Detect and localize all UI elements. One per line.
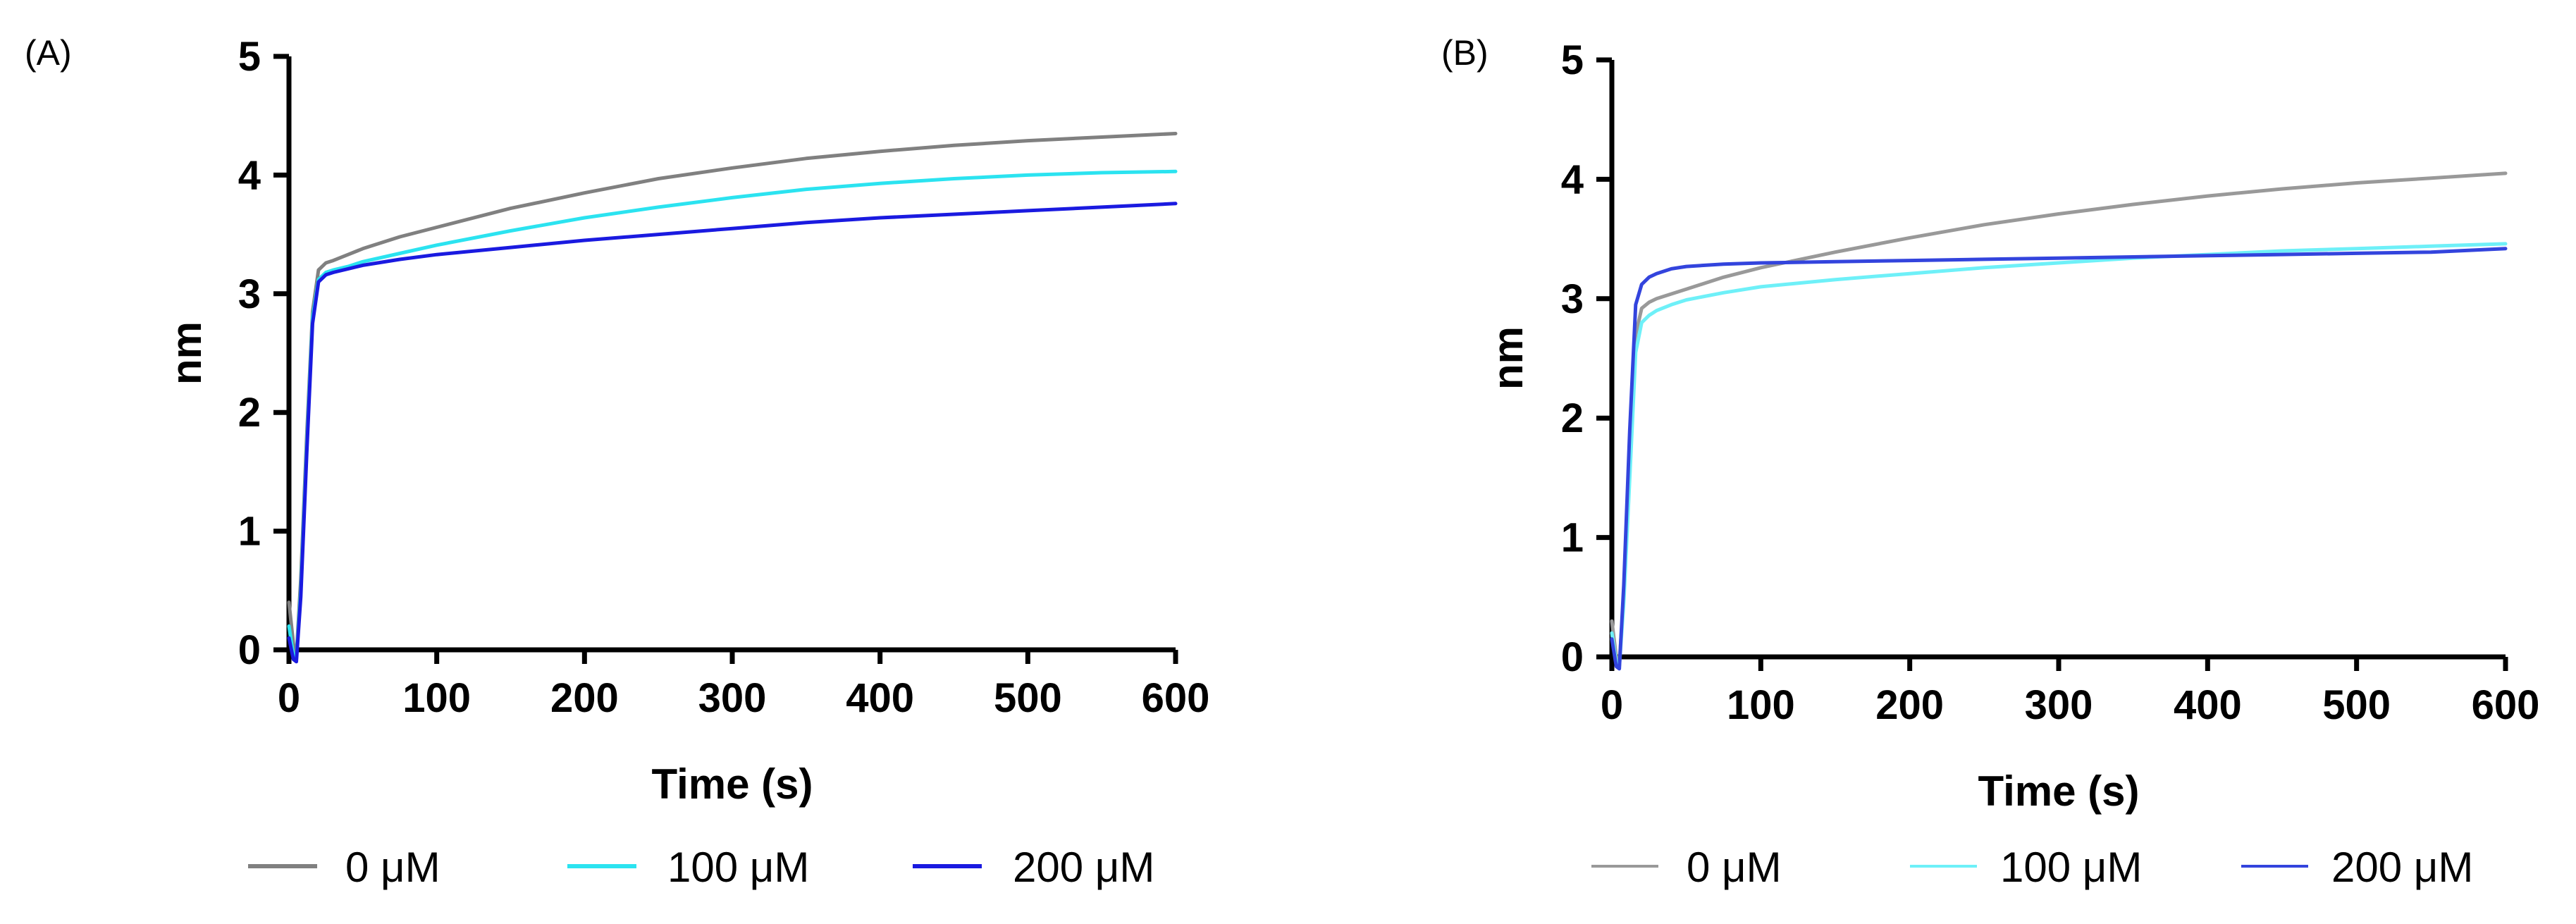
y-tick-label-b: 3: [1561, 276, 1584, 322]
y-tick-label-a: 5: [238, 34, 261, 80]
x-tick-label-b: 0: [1601, 682, 1623, 728]
y-tick-label-b: 0: [1561, 634, 1584, 680]
x-tick-label-a: 200: [550, 675, 619, 721]
y-tick-label-a: 4: [238, 152, 261, 198]
y-tick-label-a: 1: [238, 509, 261, 555]
x-axis-title-b: Time (s): [1978, 768, 2140, 815]
legend-label-0-b: 0 μM: [1687, 844, 1782, 891]
legend-label-1-a: 100 μM: [667, 844, 809, 891]
legend-label-2-b: 200 μM: [2331, 844, 2473, 891]
ticks-b: 0 100 200 300 400 500 600 0 1 2 3 4 5: [1561, 37, 2540, 728]
x-tick-label-a: 400: [846, 675, 914, 721]
x-tick-label-a: 500: [994, 675, 1062, 721]
panel-b: (B) 0 100 200 300 400 500 600 0 1 2 3 4 5 Time (s) n…: [1441, 33, 2539, 891]
legend-label-2-a: 200 μM: [1013, 844, 1154, 891]
series-group-a: [287, 132, 1178, 664]
y-tick-label-b: 5: [1561, 37, 1584, 83]
legend-b: 0 μM 100 μM 200 μM: [1591, 844, 2473, 891]
series-line-1-b: [1610, 242, 2508, 669]
x-tick-label-a: 300: [698, 675, 767, 721]
series-line-2-b: [1610, 247, 2508, 671]
panel-label-b: (B): [1441, 33, 1489, 73]
x-tick-label-b: 600: [2472, 682, 2540, 728]
series-line-1-a: [287, 169, 1178, 661]
legend-label-1-b: 100 μM: [2000, 844, 2142, 891]
x-tick-label-b: 300: [2025, 682, 2093, 728]
x-tick-label-a: 600: [1142, 675, 1210, 721]
y-axis-title-a: nm: [163, 321, 210, 385]
legend-a: 0 μM 100 μM 200 μM: [248, 844, 1154, 891]
x-tick-label-a: 100: [402, 675, 471, 721]
series-line-2-a: [287, 202, 1178, 664]
y-tick-label-a: 3: [238, 271, 261, 317]
panel-a: (A) 0 100 200 300 400 500 600 0 1 2 3 4 5 Time (s) n…: [25, 33, 1209, 891]
x-tick-label-b: 400: [2174, 682, 2242, 728]
y-tick-label-b: 4: [1561, 156, 1584, 202]
y-tick-label-a: 0: [238, 627, 261, 673]
series-group-b: [1610, 171, 2508, 671]
x-tick-label-a: 0: [278, 675, 300, 721]
y-tick-label-a: 2: [238, 390, 261, 436]
series-line-0-a: [287, 132, 1178, 658]
y-tick-label-b: 1: [1561, 515, 1584, 561]
x-tick-label-b: 500: [2322, 682, 2391, 728]
x-tick-label-b: 100: [1727, 682, 1795, 728]
y-tick-label-b: 2: [1561, 395, 1584, 441]
x-axis-title-a: Time (s): [652, 760, 813, 808]
panel-label-a: (A): [25, 33, 72, 73]
legend-label-0-a: 0 μM: [345, 844, 440, 891]
y-axis-title-b: nm: [1484, 326, 1532, 390]
ticks-a: 0 100 200 300 400 500 600 0 1 2 3 4 5: [238, 34, 1210, 721]
x-tick-label-b: 200: [1875, 682, 1944, 728]
